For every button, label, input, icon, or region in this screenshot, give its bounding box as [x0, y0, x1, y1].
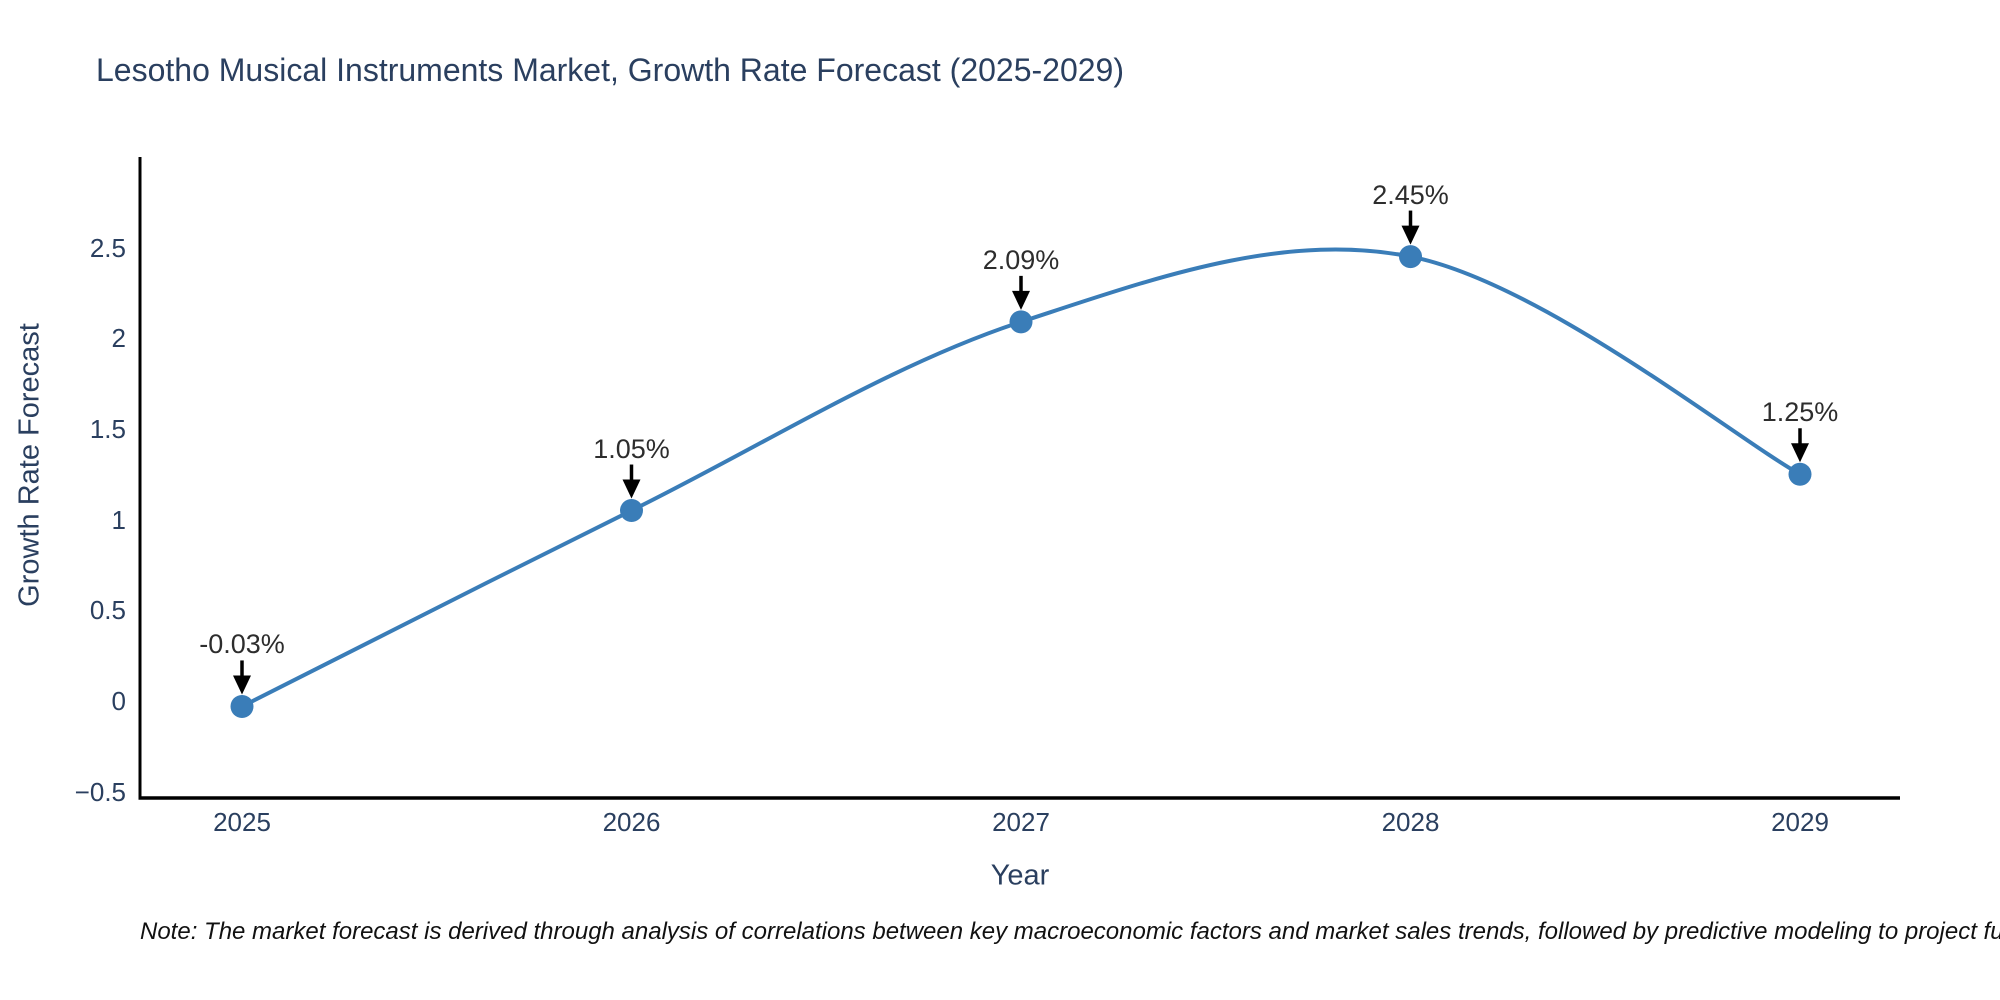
chart-title: Lesotho Musical Instruments Market, Grow… — [96, 52, 1124, 88]
annotation-arrow-head-icon — [1791, 443, 1809, 463]
x-axis-title: Year — [990, 859, 1050, 892]
y-tick-label: 2 — [111, 323, 126, 354]
data-point-marker — [620, 499, 643, 523]
point-value-annotation: 1.25% — [1761, 397, 1839, 428]
y-tick-label: 0 — [111, 686, 126, 716]
x-tick-label: 2026 — [602, 807, 661, 837]
y-axis-title: Growth Rate Forecast — [13, 323, 46, 607]
annotation-arrow-head-icon — [1012, 290, 1030, 310]
x-tick-label: 2025 — [213, 807, 271, 837]
data-point-marker — [1009, 310, 1033, 334]
data-point-marker — [230, 694, 254, 718]
y-tick-label: −0.5 — [74, 776, 126, 807]
y-tick-label: 1 — [111, 504, 126, 535]
x-tick-label: 2027 — [992, 807, 1050, 837]
point-value-annotation: -0.03% — [199, 629, 285, 660]
y-tick-label: 0.5 — [89, 595, 126, 626]
chart-footnote: Note: The market forecast is derived thr… — [140, 918, 2000, 945]
data-point-marker — [1399, 245, 1422, 269]
point-value-annotation: 2.45% — [1372, 179, 1449, 210]
point-value-annotation: 2.09% — [982, 244, 1060, 275]
x-tick-label: 2028 — [1381, 807, 1440, 837]
point-value-annotation: 1.05% — [593, 433, 670, 464]
x-tick-label: 2029 — [1771, 807, 1829, 837]
data-point-marker — [1788, 462, 1812, 486]
annotation-arrow-head-icon — [233, 675, 251, 695]
annotation-arrow-head-icon — [622, 479, 641, 499]
y-tick-label: 2.5 — [89, 232, 126, 263]
annotation-arrow-head-icon — [1401, 225, 1420, 245]
y-tick-label: 1.5 — [89, 413, 126, 444]
